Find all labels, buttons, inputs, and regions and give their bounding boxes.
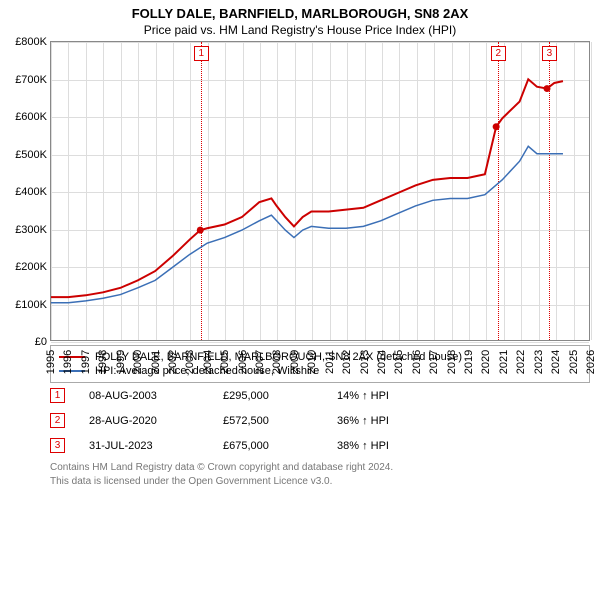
y-axis-label: £200K: [15, 261, 51, 273]
x-axis-label: 2020: [480, 350, 492, 374]
x-axis-label: 2005: [219, 350, 231, 374]
y-axis-label: £600K: [15, 111, 51, 123]
sales-table: 1 08-AUG-2003 £295,000 14% ↑ HPI 2 28-AUG-202…: [50, 383, 590, 458]
y-axis-label: £400K: [15, 186, 51, 198]
y-axis-label: £500K: [15, 149, 51, 161]
x-axis-label: 2014: [376, 350, 388, 374]
footer-line-2: This data is licensed under the Open Gov…: [50, 475, 590, 489]
sale-row-delta: 36% ↑ HPI: [337, 415, 389, 427]
x-axis-label: 2016: [411, 350, 423, 374]
x-axis-label: 2002: [167, 350, 179, 374]
x-axis-label: 1998: [97, 350, 109, 374]
sale-dot: [544, 85, 551, 92]
x-axis-label: 2000: [132, 350, 144, 374]
sale-row: 1 08-AUG-2003 £295,000 14% ↑ HPI: [50, 383, 590, 408]
x-axis-label: 2007: [254, 350, 266, 374]
sale-row: 2 28-AUG-2020 £572,500 36% ↑ HPI: [50, 408, 590, 433]
chart-svg: [51, 42, 589, 340]
sale-dot: [493, 123, 500, 130]
sale-row-marker: 3: [50, 438, 65, 453]
x-axis-label: 2023: [533, 350, 545, 374]
sale-row-delta: 38% ↑ HPI: [337, 440, 389, 452]
x-axis-label: 1995: [45, 350, 57, 374]
page: FOLLY DALE, BARNFIELD, MARLBOROUGH, SN8 …: [0, 0, 600, 590]
y-axis-label: £100K: [15, 299, 51, 311]
x-axis-label: 2010: [306, 350, 318, 374]
sale-row-marker: 1: [50, 388, 65, 403]
chart-title: FOLLY DALE, BARNFIELD, MARLBOROUGH, SN8 …: [0, 0, 600, 21]
x-axis-label: 2001: [150, 350, 162, 374]
x-axis-label: 2021: [498, 350, 510, 374]
x-axis-label: 2008: [271, 350, 283, 374]
series-line: [51, 79, 563, 297]
footer-line-1: Contains HM Land Registry data © Crown c…: [50, 461, 590, 475]
x-axis-label: 1999: [115, 350, 127, 374]
sale-row-marker: 2: [50, 413, 65, 428]
footer: Contains HM Land Registry data © Crown c…: [50, 461, 590, 488]
sale-row-date: 28-AUG-2020: [89, 415, 199, 427]
x-axis-label: 2018: [446, 350, 458, 374]
sale-row-delta: 14% ↑ HPI: [337, 390, 389, 402]
x-axis-label: 2015: [393, 350, 405, 374]
sale-row-date: 31-JUL-2023: [89, 440, 199, 452]
y-axis-label: £700K: [15, 74, 51, 86]
x-axis-label: 2006: [237, 350, 249, 374]
x-axis-label: 2026: [585, 350, 597, 374]
x-axis-label: 2017: [428, 350, 440, 374]
y-axis-label: £800K: [15, 36, 51, 48]
sale-row: 3 31-JUL-2023 £675,000 38% ↑ HPI: [50, 433, 590, 458]
sale-row-price: £675,000: [223, 440, 313, 452]
sale-row-price: £295,000: [223, 390, 313, 402]
x-axis-label: 2004: [202, 350, 214, 374]
x-axis-label: 2003: [184, 350, 196, 374]
x-axis-label: 1996: [62, 350, 74, 374]
x-axis-label: 2011: [324, 350, 336, 374]
sale-row-date: 08-AUG-2003: [89, 390, 199, 402]
x-axis-label: 2009: [289, 350, 301, 374]
x-axis-label: 1997: [80, 350, 92, 374]
x-axis-label: 2022: [515, 350, 527, 374]
chart-area: £0£100K£200K£300K£400K£500K£600K£700K£80…: [50, 41, 590, 341]
y-axis-label: £0: [35, 336, 51, 348]
chart-subtitle: Price paid vs. HM Land Registry's House …: [0, 21, 600, 41]
x-axis-label: 2024: [550, 350, 562, 374]
x-axis-label: 2025: [568, 350, 580, 374]
gridline-h: [51, 342, 589, 343]
x-axis-label: 2013: [359, 350, 371, 374]
sale-row-price: £572,500: [223, 415, 313, 427]
sale-dot: [197, 227, 204, 234]
x-axis-label: 2012: [341, 350, 353, 374]
y-axis-label: £300K: [15, 224, 51, 236]
gridline-v: [591, 42, 592, 340]
x-axis-label: 2019: [463, 350, 475, 374]
